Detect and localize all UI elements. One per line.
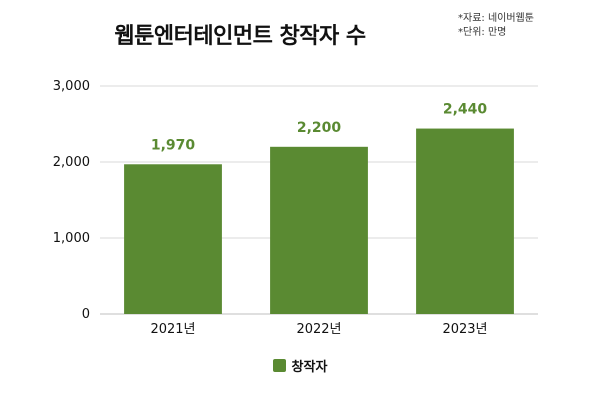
- source-note: *자료: 네이버웹툰: [458, 13, 534, 24]
- data-label: 2,200: [297, 120, 342, 136]
- x-tick-label: 2021년: [150, 322, 195, 337]
- y-tick-label: 1,000: [53, 231, 90, 246]
- x-tick-label: 2022년: [296, 322, 341, 337]
- legend: 창작자: [0, 356, 600, 375]
- y-tick-label: 0: [82, 307, 90, 322]
- y-tick-label: 2,000: [53, 155, 90, 170]
- bar-1: [270, 146, 368, 314]
- chart-notes: *자료: 네이버웹툰 *단위: 만명: [458, 12, 534, 40]
- y-tick-label: 3,000: [53, 79, 90, 94]
- chart-title: 웹툰엔터테인먼트 창작자 수: [114, 24, 366, 49]
- x-tick-label: 2023년: [442, 322, 487, 337]
- bars: [124, 128, 514, 314]
- data-label: 2,440: [443, 102, 488, 118]
- bar-0: [124, 164, 222, 314]
- data-label: 1,970: [151, 137, 196, 153]
- labels: 0 1,000 2,000 3,000 1,970 2021년 2,200 2022년 2,44…: [53, 79, 488, 337]
- bar-2: [416, 128, 514, 314]
- unit-note: *단위: 만명: [458, 27, 507, 38]
- legend-label: 창작자: [291, 360, 328, 375]
- legend-swatch: [272, 359, 286, 372]
